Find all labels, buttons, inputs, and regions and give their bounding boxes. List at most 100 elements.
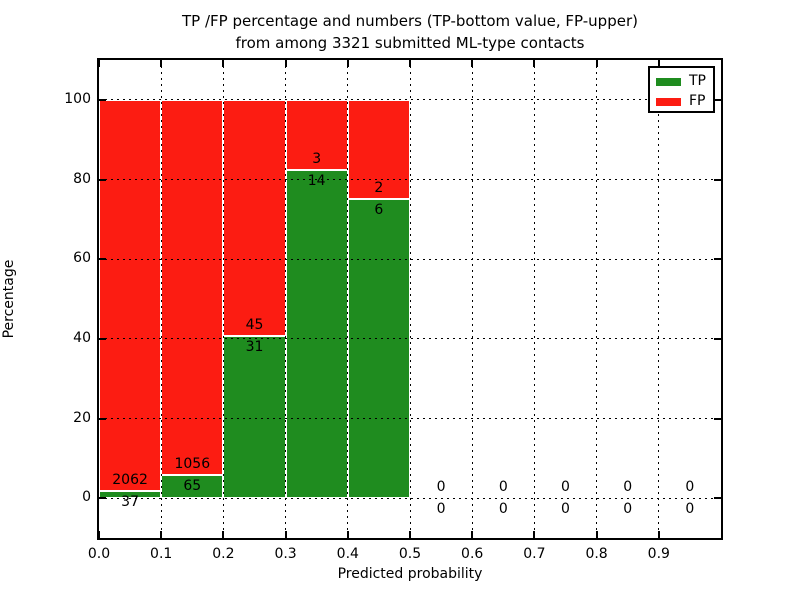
fp-count-label: 3 (312, 151, 322, 168)
grid-line-v (222, 60, 224, 538)
tp-count-label: 0 (498, 501, 508, 518)
grid-line-v (658, 60, 660, 538)
grid-line-v (160, 60, 162, 538)
x-tick-label: 0.8 (585, 546, 608, 562)
grid-line-v (596, 60, 598, 538)
x-tick-label: 0.7 (523, 546, 546, 562)
y-tick-mark-left (99, 337, 106, 340)
y-tick-mark-right (714, 497, 721, 500)
x-axis-label: Predicted probability (337, 566, 483, 582)
y-tick-mark-right (714, 337, 721, 340)
y-tick-label: 100 (64, 90, 91, 107)
x-tick-label: 0.9 (647, 546, 670, 562)
x-tick-label: 0.1 (150, 546, 173, 562)
chart-title: TP /FP percentage and numbers (TP-bottom… (99, 10, 721, 54)
tp-count-label: 14 (307, 173, 326, 190)
y-tick-mark-right (714, 258, 721, 261)
x-tick-label: 0.3 (274, 546, 297, 562)
y-tick-mark-left (99, 417, 106, 420)
x-tick-mark-bottom (533, 531, 536, 538)
x-tick-mark-top (222, 60, 225, 67)
x-tick-mark-bottom (98, 531, 100, 538)
x-tick-mark-top (409, 60, 411, 67)
y-axis-label: Percentage (1, 259, 17, 339)
y-tick-mark-left (99, 178, 106, 181)
tp-count-label: 0 (436, 501, 446, 518)
bar-segment-fp (223, 99, 286, 336)
x-tick-mark-top (471, 60, 474, 67)
x-tick-label: 0.2 (212, 546, 235, 562)
bar-segment-tp (99, 491, 162, 499)
x-tick-mark-bottom (160, 531, 163, 538)
legend-entry: FP (650, 92, 713, 111)
y-tick-label: 0 (82, 489, 91, 506)
tp-count-label: 37 (121, 494, 139, 511)
grid-line-v (533, 60, 535, 538)
bar-segment-tp (161, 475, 224, 499)
grid-line-v (471, 60, 473, 538)
tp-count-label: 65 (183, 478, 202, 495)
y-tick-label: 20 (73, 409, 91, 426)
fp-count-label: 2062 (112, 472, 148, 489)
x-tick-mark-top (595, 60, 598, 67)
legend-label: FP (689, 93, 706, 109)
tp-count-label: 31 (245, 338, 264, 355)
x-tick-mark-bottom (284, 531, 287, 538)
x-tick-mark-top (98, 60, 100, 67)
fp-count-label: 0 (623, 479, 633, 496)
x-tick-mark-top (284, 60, 287, 67)
x-tick-mark-bottom (657, 531, 660, 538)
fp-count-label: 45 (245, 316, 264, 333)
bar-segment-fp (347, 99, 410, 200)
y-tick-mark-right (714, 178, 721, 181)
plot-area: TP FP (97, 58, 723, 540)
fp-count-label: 1056 (174, 456, 211, 473)
bar-segment-tp (347, 199, 410, 499)
x-tick-mark-bottom (595, 531, 598, 538)
tp-count-label: 0 (561, 501, 570, 518)
y-tick-mark-left (99, 98, 106, 101)
legend-label: TP (689, 73, 706, 89)
y-tick-label: 40 (73, 329, 91, 346)
grid-line-v (347, 60, 349, 538)
x-tick-label: 0.0 (87, 546, 111, 562)
x-tick-mark-bottom (471, 531, 474, 538)
bar-segment-fp (99, 99, 162, 492)
x-tick-mark-top (346, 60, 349, 67)
x-tick-mark-top (657, 60, 660, 67)
bar-segment-fp (285, 99, 348, 171)
y-tick-label: 60 (73, 250, 91, 267)
x-tick-mark-bottom (222, 531, 225, 538)
chart-title-line-1: TP /FP percentage and numbers (TP-bottom… (182, 12, 638, 30)
y-tick-mark-left (99, 497, 106, 500)
grid-line-v (409, 60, 411, 538)
tp-count-label: 0 (685, 501, 695, 518)
y-tick-mark-right (714, 417, 721, 420)
fp-count-label: 0 (561, 479, 570, 496)
x-tick-mark-top (533, 60, 536, 67)
fp-count-label: 0 (498, 479, 508, 496)
fp-count-label: 0 (436, 479, 446, 496)
y-tick-mark-left (99, 258, 106, 261)
x-tick-mark-top (160, 60, 163, 67)
x-tick-mark-bottom (409, 531, 411, 538)
legend-entry: TP (650, 72, 713, 91)
bar-segment-tp (285, 170, 348, 499)
grid-line-v (285, 60, 287, 538)
x-tick-label: 0.6 (461, 546, 484, 562)
tp-legend-swatch (656, 77, 681, 86)
y-tick-mark-right (714, 98, 721, 101)
y-tick-label: 80 (73, 170, 91, 187)
fp-legend-swatch (656, 97, 681, 106)
tp-count-label: 6 (374, 202, 384, 219)
legend: TP FP (648, 66, 715, 113)
x-tick-label: 0.5 (398, 546, 422, 562)
tp-count-label: 0 (623, 501, 633, 518)
chart-title-line-2: from among 3321 submitted ML-type contac… (235, 34, 585, 52)
bar-segment-tp (223, 335, 286, 499)
x-tick-label: 0.4 (336, 546, 359, 562)
fp-count-label: 0 (685, 479, 695, 496)
fp-count-label: 2 (374, 180, 384, 197)
bar-segment-fp (161, 99, 224, 476)
